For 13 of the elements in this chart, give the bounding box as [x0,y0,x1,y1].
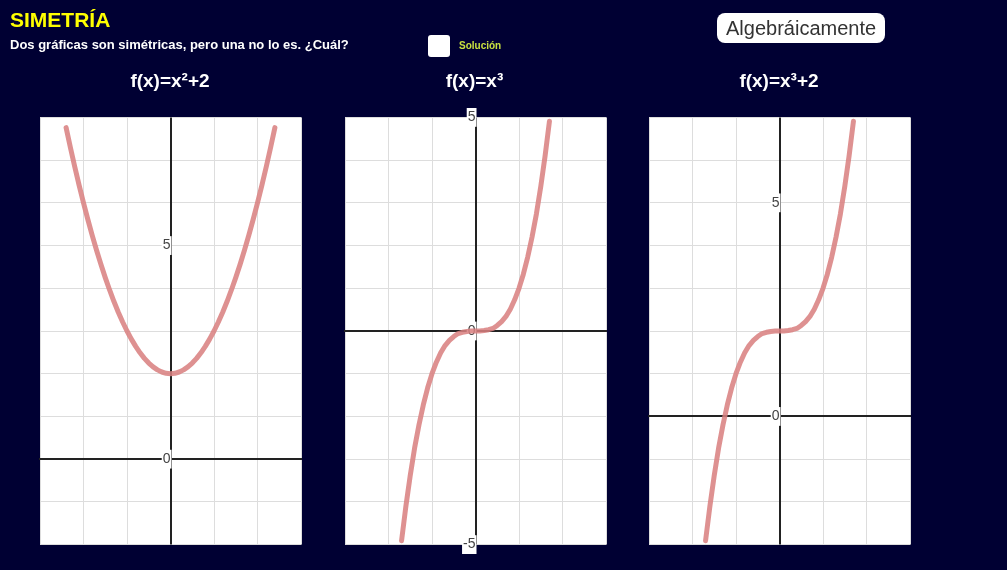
text: Algebráicamente [717,13,886,43]
y-tick-label: 5 [771,193,780,210]
text: SIMETRÍA [10,8,111,32]
chart-title: f(x)=x³ [444,70,505,92]
y-tick-label: 5 [162,236,171,253]
y-tick-label: 0 [162,450,171,467]
chart-title: f(x)=x²+2 [129,70,211,92]
text: Dos gráficas son simétricas, pero una no lo es. ¿Cuál? [10,37,349,52]
y-tick-label: -5 [462,535,476,552]
text: Solución [459,40,502,51]
chart-title: f(x)=x³+2 [738,70,820,92]
y-tick-label: 0 [771,407,780,424]
y-tick-label: 5 [467,108,476,125]
